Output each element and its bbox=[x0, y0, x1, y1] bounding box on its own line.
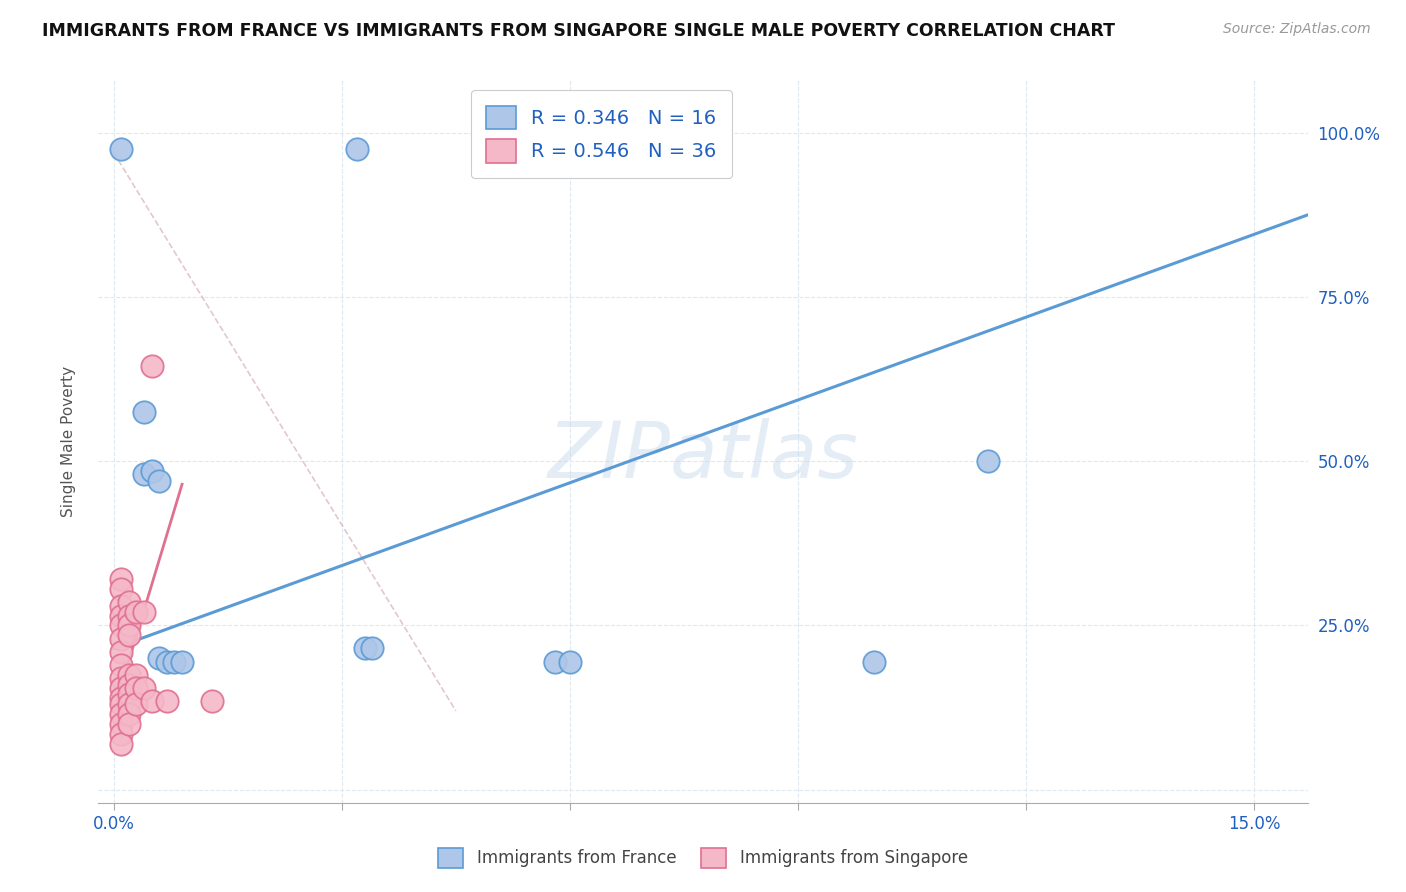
Point bbox=[110, 608, 132, 623]
Point bbox=[156, 655, 179, 669]
Point bbox=[110, 142, 132, 156]
Point bbox=[118, 667, 141, 681]
Point bbox=[118, 698, 141, 712]
Point bbox=[110, 671, 132, 685]
Point bbox=[118, 608, 141, 623]
Point bbox=[346, 142, 368, 156]
Point bbox=[110, 632, 132, 646]
Point bbox=[141, 694, 163, 708]
Point bbox=[110, 599, 132, 613]
Point bbox=[110, 618, 132, 632]
Point bbox=[110, 727, 132, 741]
Point bbox=[148, 474, 170, 488]
Point bbox=[132, 681, 155, 695]
Point bbox=[110, 582, 132, 597]
Point bbox=[110, 698, 132, 712]
Point bbox=[156, 694, 179, 708]
Point bbox=[118, 595, 141, 609]
Point bbox=[118, 717, 141, 731]
Point bbox=[132, 605, 155, 619]
Point bbox=[141, 359, 163, 373]
Point bbox=[125, 667, 148, 681]
Point bbox=[201, 694, 224, 708]
Text: IMMIGRANTS FROM FRANCE VS IMMIGRANTS FROM SINGAPORE SINGLE MALE POVERTY CORRELAT: IMMIGRANTS FROM FRANCE VS IMMIGRANTS FRO… bbox=[42, 22, 1115, 40]
Point bbox=[118, 677, 141, 691]
Point bbox=[170, 655, 193, 669]
Point bbox=[118, 687, 141, 701]
Point bbox=[110, 717, 132, 731]
Text: ZIPatlas: ZIPatlas bbox=[547, 418, 859, 494]
Point bbox=[132, 405, 155, 419]
Y-axis label: Single Male Poverty: Single Male Poverty bbox=[60, 366, 76, 517]
Point bbox=[361, 641, 384, 656]
Point bbox=[110, 707, 132, 722]
Point bbox=[353, 641, 375, 656]
Point bbox=[125, 681, 148, 695]
Point bbox=[118, 707, 141, 722]
Point bbox=[110, 737, 132, 751]
Point bbox=[132, 467, 155, 482]
Point bbox=[977, 454, 1000, 468]
Point bbox=[141, 464, 163, 478]
Legend: Immigrants from France, Immigrants from Singapore: Immigrants from France, Immigrants from … bbox=[432, 841, 974, 875]
Point bbox=[125, 698, 148, 712]
Point bbox=[148, 651, 170, 665]
Point bbox=[110, 657, 132, 672]
Point bbox=[125, 605, 148, 619]
Legend: R = 0.346   N = 16, R = 0.546   N = 36: R = 0.346 N = 16, R = 0.546 N = 36 bbox=[471, 90, 733, 178]
Point bbox=[110, 681, 132, 695]
Point bbox=[163, 655, 186, 669]
Point bbox=[118, 618, 141, 632]
Point bbox=[110, 573, 132, 587]
Point bbox=[110, 645, 132, 659]
Text: Source: ZipAtlas.com: Source: ZipAtlas.com bbox=[1223, 22, 1371, 37]
Point bbox=[863, 655, 886, 669]
Point bbox=[110, 690, 132, 705]
Point bbox=[544, 655, 567, 669]
Point bbox=[118, 628, 141, 642]
Point bbox=[558, 655, 581, 669]
